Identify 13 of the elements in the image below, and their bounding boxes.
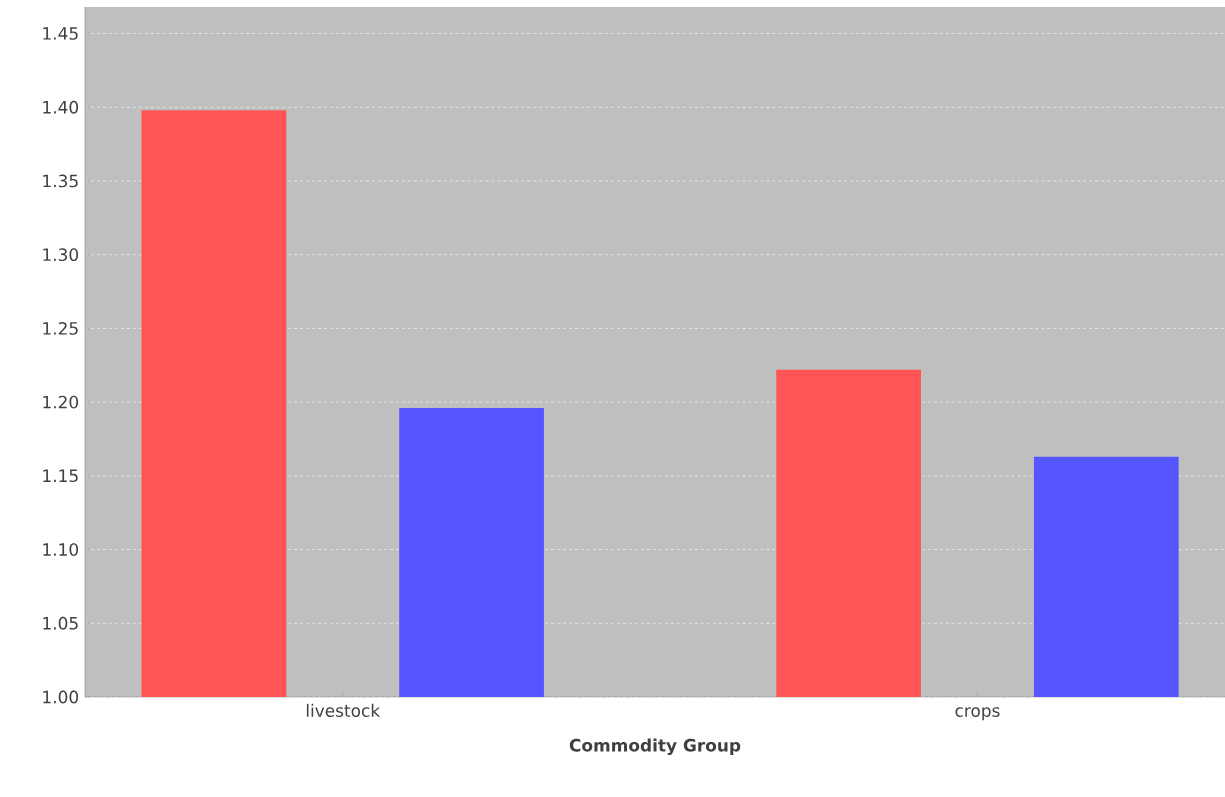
y-tick-label: 1.25	[43, 321, 78, 335]
x-axis-title: Commodity Group	[569, 738, 741, 756]
y-tick-label: 1.15	[43, 469, 78, 483]
y-tick-label: 1.00	[43, 690, 79, 704]
y-tick-label: 1.10	[43, 543, 79, 556]
y-tick-label: 1.35	[43, 174, 78, 188]
y-tick-label: 1.45	[43, 27, 78, 40]
y-tick-label: 1.40	[43, 100, 79, 114]
x-tick-label: livestock	[306, 703, 381, 717]
y-tick-label: 1.30	[43, 248, 79, 262]
x-tick-label: crops	[955, 707, 1000, 721]
y-tick-label: 1.20	[43, 395, 79, 409]
y-tick-label: 1.05	[43, 616, 78, 630]
